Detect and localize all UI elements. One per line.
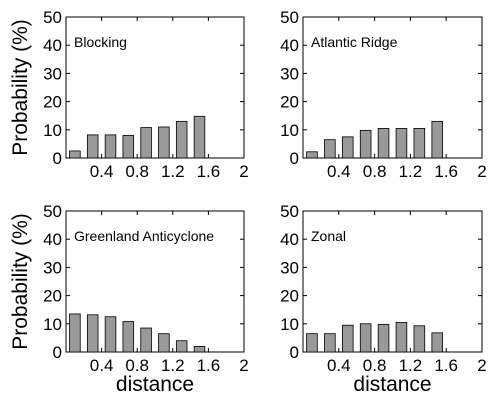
y-tick-label: 0 [53,149,62,168]
panel-title: Atlantic Ridge [311,34,398,50]
y-tick-label: 10 [280,315,299,334]
x-tick-label: 1.2 [161,162,185,181]
x-tick-label: 0.8 [125,162,149,181]
bar [193,345,206,353]
bar [395,321,408,353]
x-tick-label: 0.4 [90,162,114,181]
x-tick-label: 1.6 [434,162,458,181]
y-tick-label: 50 [43,202,62,221]
y-tick-label: 0 [290,149,299,168]
bar [140,127,152,159]
x-tick-label: 0.4 [90,356,114,375]
y-tick-label: 20 [43,93,62,112]
bar [324,139,336,159]
y-tick-label: 30 [280,258,299,277]
x-tick-label: 0.4 [327,356,351,375]
y-tick-label: 50 [280,202,299,221]
y-tick-label: 0 [53,343,62,362]
x-tick-label: 0.4 [327,162,351,181]
x-tick-label: 1.2 [161,356,185,375]
chart-panel: 0 10 20 30 40 50 0.4 0.8 1.2 1.6 2 Greenland Anticy… [9,202,249,394]
chart-panel: 0 10 20 30 40 50 0.4 0.8 1.2 1.6 2 Blocking Probabil… [9,8,249,181]
bar [377,127,390,159]
bar [341,136,354,159]
y-tick-label: 10 [43,121,62,140]
bar [122,321,135,353]
x-tick-label: 1.2 [399,356,423,375]
x-tick-label: 1.2 [399,162,423,181]
panel-title: Zonal [311,228,346,244]
plot-frame [65,16,245,159]
y-tick-label: 30 [43,258,62,277]
x-tick-label: 0.8 [363,356,387,375]
bar [341,324,354,353]
bar [104,316,117,353]
bar [158,333,170,353]
y-tick-label: 30 [280,64,299,83]
x-tick-label: 0.8 [125,356,149,375]
y-tick-label: 20 [280,287,299,306]
y-axis-label: Probability (%) [9,213,32,350]
y-tick-label: 40 [280,36,299,55]
y-tick-label: 30 [43,64,62,83]
x-tick-label: 1.6 [197,162,221,181]
bar [431,332,444,353]
x-tick-label: 2 [239,162,248,181]
y-tick-label: 20 [280,93,299,112]
x-tick-label: 2 [477,162,486,181]
bar [193,115,206,159]
bar [413,325,426,353]
bar [158,126,170,159]
chart-panel: 0 10 20 30 40 50 0.4 0.8 1.2 1.6 2 Zonal distance [280,202,487,394]
x-axis-label: distance [353,373,431,394]
y-tick-label: 40 [43,230,62,249]
y-tick-label: 40 [43,36,62,55]
bar [431,120,444,159]
x-tick-label: 2 [239,356,248,375]
bar [395,127,408,159]
y-tick-label: 10 [280,121,299,140]
bar [377,323,390,353]
bar [140,327,152,353]
y-tick-label: 10 [43,315,62,334]
bar [69,313,81,353]
y-tick-label: 50 [43,8,62,27]
chart-panel: 0 10 20 30 40 50 0.4 0.8 1.2 1.6 2 Atlantic Ridge [280,8,487,181]
bar [69,150,81,159]
bar [86,134,99,159]
panel-title: Blocking [74,34,127,50]
bar [104,134,117,159]
plot-frame [302,16,483,159]
y-tick-label: 50 [280,8,299,27]
y-tick-label: 20 [43,287,62,306]
bar [175,120,188,159]
panel-title: Greenland Anticyclone [74,228,214,244]
x-axis-label: distance [116,373,194,394]
bar [413,127,426,159]
plot-frame [65,210,245,353]
bar [359,323,372,353]
bar [175,340,188,353]
y-axis-label: Probability (%) [9,19,32,156]
bar [86,314,99,353]
x-tick-label: 2 [477,356,486,375]
x-tick-label: 0.8 [363,162,387,181]
x-tick-label: 1.6 [197,356,221,375]
bar [306,333,318,353]
bar [359,129,372,159]
bar [306,151,318,159]
y-tick-label: 0 [290,343,299,362]
plot-frame [302,210,483,353]
bar [122,135,135,159]
bar [324,333,336,353]
y-tick-label: 40 [280,230,299,249]
x-tick-label: 1.6 [434,356,458,375]
